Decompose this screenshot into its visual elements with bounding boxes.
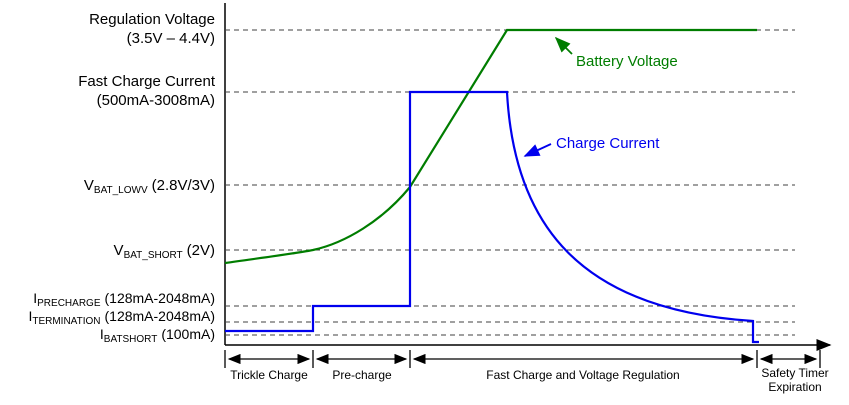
charge-current-curve	[225, 90, 759, 344]
regulation-voltage-label-line1: Regulation Voltage	[89, 11, 215, 28]
phase-label-trickle: Trickle Charge	[230, 368, 308, 382]
battery-voltage-label: Battery Voltage	[576, 53, 678, 70]
vbat-lowv-subscript: BAT_LOWV	[94, 185, 148, 196]
vbat-lowv-label: VBAT_LOWV (2.8V/3V)	[84, 177, 215, 196]
iprecharge-label: IPRECHARGE (128mA-2048mA)	[33, 290, 215, 309]
iprecharge-symbol: I	[33, 290, 37, 306]
ibatshort-symbol: I	[100, 326, 104, 342]
fast-charge-current-label-line2: (500mA-3008mA)	[97, 92, 215, 109]
phase-label-safety-timer-line2: Expiration	[768, 380, 821, 394]
battery-voltage-curve	[224, 28, 757, 265]
vbat-short-symbol: V	[114, 242, 124, 259]
itermination-label: ITERMINATION (128mA-2048mA)	[28, 308, 215, 327]
itermination-symbol: I	[28, 308, 32, 324]
itermination-subscript: TERMINATION	[32, 316, 100, 327]
ibatshort-subscript: BATSHORT	[104, 334, 158, 345]
ibatshort-value: (100mA)	[161, 326, 215, 342]
regulation-voltage-label-line2: (3.5V – 4.4V)	[127, 30, 215, 47]
vbat-lowv-symbol: V	[84, 177, 94, 194]
vbat-lowv-value: (2.8V/3V)	[152, 177, 215, 194]
itermination-value: (128mA-2048mA)	[105, 308, 216, 324]
phase-label-safety-timer-line1: Safety Timer	[761, 366, 828, 380]
phase-label-precharge: Pre-charge	[332, 368, 392, 382]
ibatshort-label: IBATSHORT (100mA)	[100, 326, 215, 345]
vbat-short-subscript: BAT_SHORT	[124, 250, 183, 261]
fast-charge-current-label-line1: Fast Charge Current	[78, 73, 216, 90]
charge-current-pointer-arrow	[523, 143, 552, 157]
vbat-short-value: (2V)	[187, 242, 215, 259]
phase-label-fast-charge: Fast Charge and Voltage Regulation	[486, 368, 679, 382]
vbat-short-label: VBAT_SHORT (2V)	[114, 242, 215, 261]
battery-voltage-pointer-arrow	[554, 36, 573, 55]
charge-current-label: Charge Current	[556, 135, 660, 152]
iprecharge-subscript: PRECHARGE	[37, 298, 101, 309]
iprecharge-value: (128mA-2048mA)	[105, 290, 216, 306]
